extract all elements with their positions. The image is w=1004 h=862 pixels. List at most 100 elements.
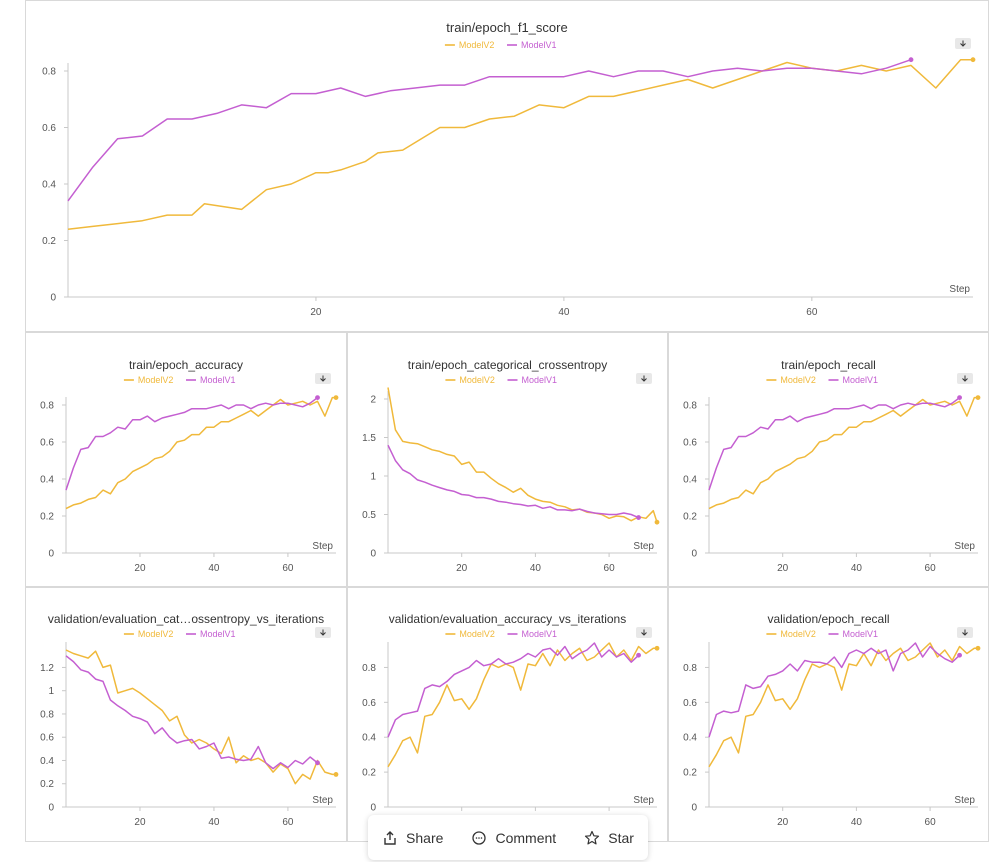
legend-entry: ModelV1	[200, 629, 236, 639]
y-tick-label: 0.5	[362, 510, 376, 521]
chart-title: validation/epoch_recall	[767, 612, 889, 626]
series-line-modelv2	[387, 642, 657, 768]
legend-entry: ModelV2	[459, 375, 495, 385]
y-tick-label: 2	[370, 395, 376, 406]
x-tick-label: 60	[282, 563, 294, 574]
x-tick-label: 40	[530, 563, 542, 574]
y-tick-label: 0.4	[362, 733, 376, 744]
chart-menu-button[interactable]	[315, 373, 331, 384]
y-tick-label: 0.6	[40, 438, 54, 449]
y-tick-label: 0.8	[40, 709, 54, 720]
series-endpoint-modelv1	[908, 57, 914, 63]
y-tick-label: 0	[370, 549, 376, 560]
y-tick-label: 0.2	[40, 512, 54, 523]
y-tick-label: 0	[48, 803, 54, 814]
chart-panel-train-recall: train/epoch_recall ModelV2 ModelV1 0 0.2 0.4 0…	[668, 332, 989, 587]
legend-entry: ModelV2	[459, 40, 495, 50]
series-endpoint-modelv2	[654, 645, 660, 651]
download-icon	[320, 629, 326, 636]
download-icon	[962, 629, 968, 636]
x-axis-label: Step	[633, 795, 654, 806]
comment-button[interactable]: Comment	[471, 830, 556, 846]
chart-title: train/epoch_f1_score	[446, 20, 567, 35]
chart-panel-train-accuracy: train/epoch_accuracy ModelV2 ModelV1 0 0.2 0.…	[25, 332, 347, 587]
x-tick-label: 60	[925, 817, 937, 828]
chart-svg: validation/evaluation_accuracy_vs_iterat…	[362, 612, 660, 828]
chart-title: train/epoch_categorical_crossentropy	[408, 358, 607, 372]
y-tick-label: 0.2	[362, 768, 376, 779]
legend-entry: ModelV2	[138, 375, 174, 385]
chart-panel-train-f1: train/epoch_f1_score ModelV2 ModelV1 0 0.2 0.…	[25, 0, 989, 332]
series-line-modelv2	[65, 649, 336, 785]
y-tick-label: 0.2	[683, 768, 697, 779]
x-tick-label: 40	[851, 563, 863, 574]
x-tick-label: 60	[925, 563, 937, 574]
y-tick-label: 0	[691, 549, 697, 560]
y-tick-label: 0.8	[42, 67, 56, 78]
legend-entry: ModelV1	[843, 629, 879, 639]
series-endpoint-modelv2	[654, 519, 660, 525]
chart-title: validation/evaluation_cat…ossentropy_vs_…	[48, 612, 324, 626]
x-tick-label: 40	[851, 817, 863, 828]
series-endpoint-modelv1	[315, 760, 320, 766]
x-tick-label: 40	[208, 563, 220, 574]
series-endpoint-modelv1	[957, 652, 962, 658]
comment-icon	[472, 830, 487, 845]
x-axis-label: Step	[954, 541, 975, 552]
series-line-modelv2	[387, 387, 658, 523]
x-axis-label: Step	[954, 795, 975, 806]
x-axis-label: Step	[949, 284, 970, 295]
legend-entry: ModelV2	[780, 629, 816, 639]
chart-menu-button[interactable]	[636, 373, 652, 384]
chart-panel-val-recall: validation/epoch_recall ModelV2 ModelV1 0 0.…	[668, 587, 989, 842]
share-button[interactable]: Share	[382, 830, 443, 846]
star-button[interactable]: Star	[584, 830, 634, 846]
action-bar: Share Comment Star	[368, 815, 648, 860]
y-tick-label: 0.4	[40, 756, 54, 767]
y-tick-label: 0.8	[683, 663, 697, 674]
share-icon	[384, 830, 396, 845]
comment-label: Comment	[495, 829, 557, 846]
chart-svg: train/epoch_categorical_crossentropy Mode…	[362, 358, 660, 574]
x-tick-label: 60	[282, 817, 294, 828]
series-endpoint-modelv2	[975, 395, 981, 400]
x-tick-label: 20	[456, 563, 468, 574]
chart-svg: validation/evaluation_cat…ossentropy_vs_…	[40, 612, 339, 828]
chart-menu-button[interactable]	[957, 373, 973, 384]
series-line-modelv2	[67, 58, 973, 230]
y-tick-label: 0	[370, 803, 376, 814]
series-line-modelv1	[387, 642, 640, 738]
chart-title: train/epoch_accuracy	[129, 358, 243, 372]
y-tick-label: 1	[370, 472, 376, 483]
chart-svg: train/epoch_f1_score ModelV2 ModelV1 0 0.2 0.…	[42, 20, 976, 318]
chart-panel-val-crossentropy: validation/evaluation_cat…ossentropy_vs_…	[25, 587, 347, 842]
legend-entry: ModelV1	[522, 375, 558, 385]
series-line-modelv1	[387, 444, 639, 519]
series-line-modelv1	[67, 58, 912, 202]
series-endpoint-modelv2	[975, 645, 981, 651]
y-tick-label: 0.2	[42, 236, 56, 247]
download-icon	[641, 375, 647, 382]
y-tick-label: 0.4	[40, 475, 54, 486]
chart-panel-train-crossentropy: train/epoch_categorical_crossentropy Mode…	[347, 332, 668, 587]
chart-menu-button[interactable]	[315, 627, 331, 638]
chart-menu-button[interactable]	[955, 38, 971, 49]
legend-entry: ModelV2	[138, 629, 174, 639]
series-endpoint-modelv1	[957, 395, 962, 400]
series-line-modelv1	[708, 642, 961, 738]
y-tick-label: 0	[48, 549, 54, 560]
y-tick-label: 0.6	[683, 438, 697, 449]
chart-menu-button[interactable]	[636, 627, 652, 638]
chart-svg: train/epoch_accuracy ModelV2 ModelV1 0 0.2 0.…	[40, 358, 339, 574]
chart-menu-button[interactable]	[957, 627, 973, 638]
legend-entry: ModelV1	[522, 629, 558, 639]
x-tick-label: 40	[558, 307, 570, 318]
chart-svg: validation/epoch_recall ModelV2 ModelV1 0 0.…	[683, 612, 981, 828]
chart-panel-val-accuracy: validation/evaluation_accuracy_vs_iterat…	[347, 587, 668, 842]
chart-svg: train/epoch_recall ModelV2 ModelV1 0 0.2 0.4 0…	[683, 358, 981, 574]
y-tick-label: 0	[50, 293, 56, 304]
y-tick-label: 0.2	[683, 512, 697, 523]
x-axis-label: Step	[633, 541, 654, 552]
y-tick-label: 1	[48, 686, 54, 697]
series-line-modelv1	[708, 397, 961, 491]
